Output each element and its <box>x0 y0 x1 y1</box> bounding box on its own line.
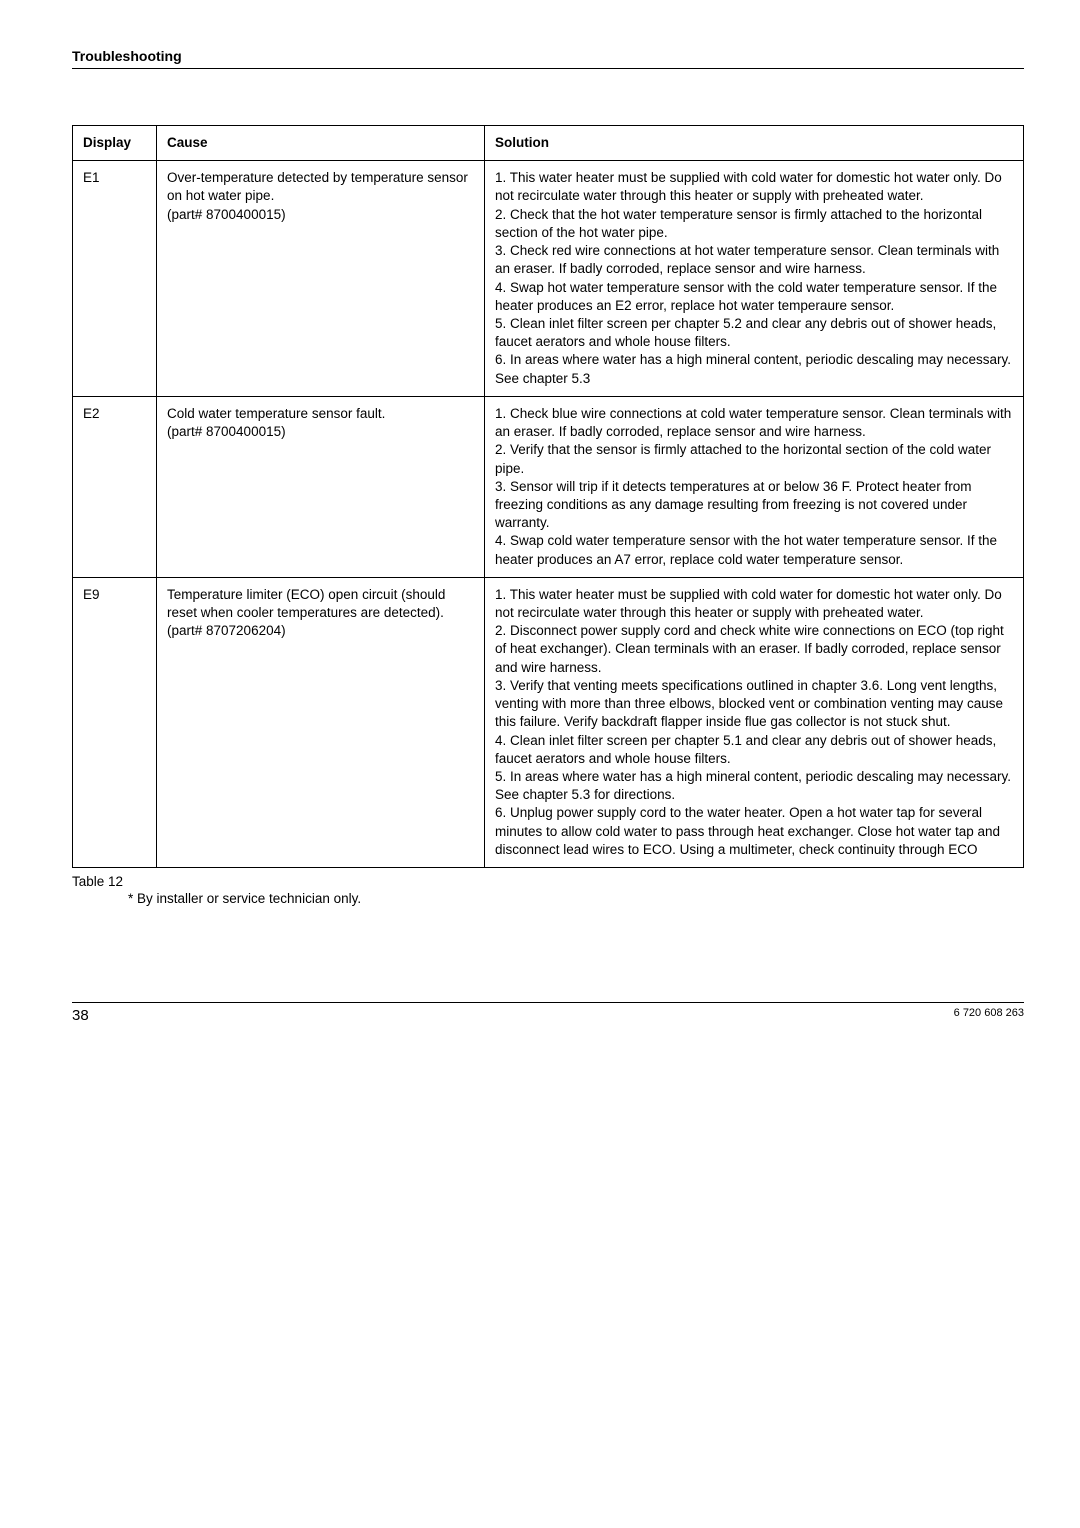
table-caption: Table 12 <box>72 874 1024 889</box>
header-solution: Solution <box>485 126 1024 161</box>
cell-display: E2 <box>73 396 157 577</box>
troubleshooting-table: Display Cause Solution E1 Over-temperatu… <box>72 125 1024 868</box>
cell-solution: 1. This water heater must be supplied wi… <box>485 161 1024 397</box>
header-cause: Cause <box>157 126 485 161</box>
cell-display: E9 <box>73 577 157 867</box>
page-footer: 38 6 720 608 263 <box>72 1002 1024 1024</box>
header-display: Display <box>73 126 157 161</box>
table-row: E9 Temperature limiter (ECO) open circui… <box>73 577 1024 867</box>
table-row: E2 Cold water temperature sensor fault. … <box>73 396 1024 577</box>
cell-solution: 1. Check blue wire connections at cold w… <box>485 396 1024 577</box>
cell-cause: Over-temperature detected by temperature… <box>157 161 485 397</box>
table-row: E1 Over-temperature detected by temperat… <box>73 161 1024 397</box>
cell-display: E1 <box>73 161 157 397</box>
page-number: 38 <box>72 1007 89 1024</box>
footnote: * By installer or service technician onl… <box>128 891 1024 906</box>
table-header-row: Display Cause Solution <box>73 126 1024 161</box>
cell-cause: Temperature limiter (ECO) open circuit (… <box>157 577 485 867</box>
document-code: 6 720 608 263 <box>954 1007 1024 1024</box>
section-heading: Troubleshooting <box>72 48 1024 69</box>
cell-solution: 1. This water heater must be supplied wi… <box>485 577 1024 867</box>
cell-cause: Cold water temperature sensor fault. (pa… <box>157 396 485 577</box>
